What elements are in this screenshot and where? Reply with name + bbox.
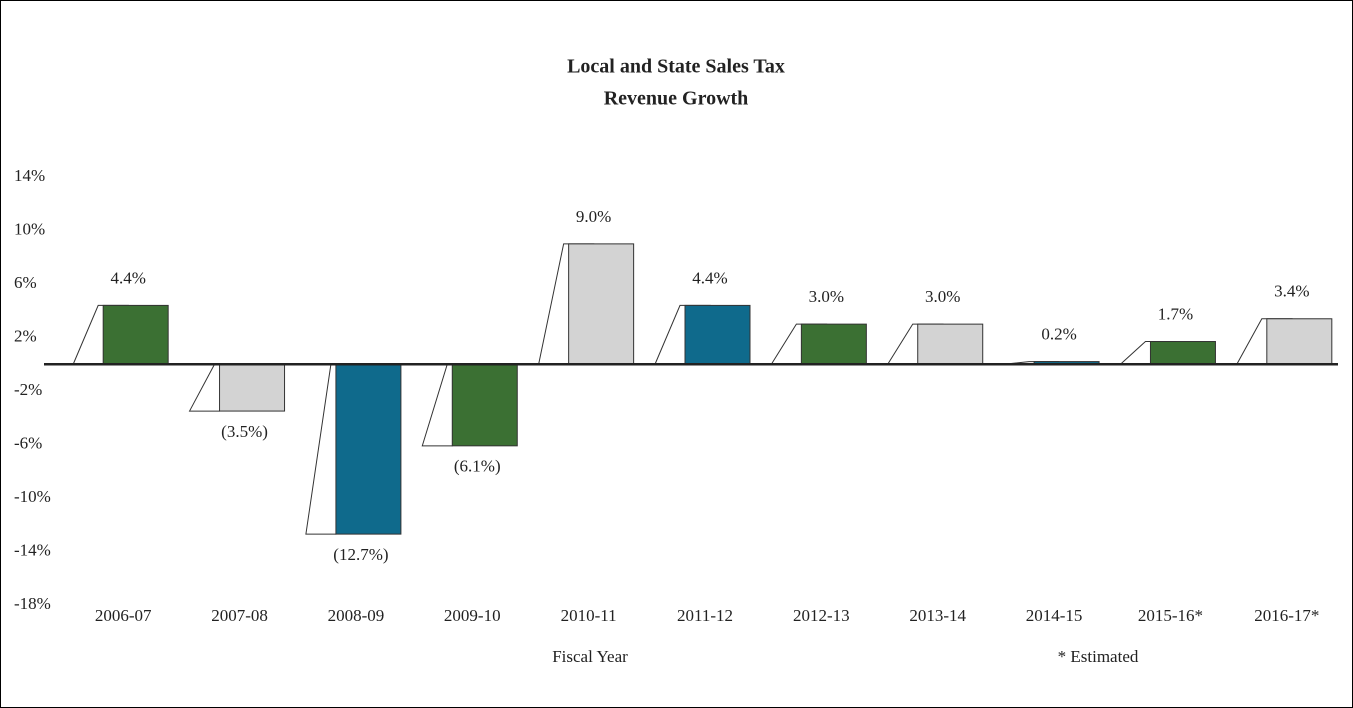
x-tick-label: 2010-11 [561, 606, 617, 625]
x-tick-label: 2011-12 [677, 606, 733, 625]
value-label: (6.1%) [454, 457, 501, 476]
bar [917, 323, 984, 365]
chart-title: Local and State Sales Tax [567, 56, 785, 78]
x-tick-label: 2007-08 [211, 606, 268, 625]
value-label: (12.7%) [333, 545, 388, 564]
bar [800, 323, 867, 365]
note: * Estimated [1058, 647, 1139, 666]
value-label: 3.0% [809, 287, 844, 306]
chart-title: Revenue Growth [604, 88, 749, 110]
y-tick-label: 2% [14, 326, 37, 345]
x-axis-label: Fiscal Year [552, 647, 628, 666]
x-tick-label: 2015-16* [1138, 606, 1203, 625]
bar [568, 243, 635, 365]
value-label: 4.4% [110, 268, 145, 287]
x-tick-label: 2014-15 [1026, 606, 1083, 625]
bar [1266, 318, 1333, 365]
x-tick-label: 2009-10 [444, 606, 501, 625]
x-tick-label: 2012-13 [793, 606, 850, 625]
bar [684, 304, 751, 365]
bar [451, 363, 518, 447]
value-label: 0.2% [1041, 324, 1076, 343]
bar [1149, 341, 1216, 365]
value-label: 3.0% [925, 287, 960, 306]
y-tick-label: -2% [14, 380, 42, 399]
value-label: 9.0% [576, 207, 611, 226]
value-label: (3.5%) [221, 422, 268, 441]
y-tick-label: -6% [14, 433, 42, 452]
y-tick-label: 14% [14, 166, 45, 185]
value-label: 3.4% [1274, 282, 1309, 301]
y-tick-label: -14% [14, 540, 51, 559]
bar [219, 363, 286, 412]
x-tick-label: 2008-09 [328, 606, 385, 625]
x-tick-label: 2013-14 [909, 606, 966, 625]
y-tick-label: 6% [14, 273, 37, 292]
x-tick-label: 2006-07 [95, 606, 152, 625]
bar [335, 363, 402, 535]
y-tick-label: -18% [14, 594, 51, 613]
value-label: 4.4% [692, 268, 727, 287]
bar [102, 304, 169, 365]
x-tick-label: 2016-17* [1254, 606, 1319, 625]
value-label: 1.7% [1158, 304, 1193, 323]
y-tick-label: -10% [14, 487, 51, 506]
y-tick-label: 10% [14, 219, 45, 238]
